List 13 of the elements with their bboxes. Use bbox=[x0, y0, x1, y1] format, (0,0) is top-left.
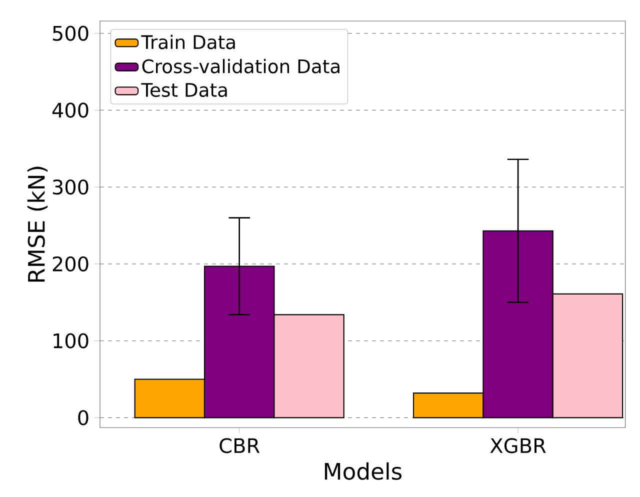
y-tick-label: 0 bbox=[78, 410, 88, 426]
legend-label: Train Data bbox=[141, 34, 235, 50]
y-tick-label: 400 bbox=[52, 102, 88, 118]
x-axis-title: Models bbox=[324, 462, 402, 480]
y-axis-title: RMSE (kN) bbox=[27, 166, 48, 282]
y-tick-label: 100 bbox=[54, 333, 88, 348]
x-tick-label: CBR bbox=[220, 438, 260, 454]
legend-label: Test Data bbox=[141, 83, 227, 97]
legend-label: Cross-validation Data bbox=[142, 58, 340, 74]
y-tick-label: 300 bbox=[52, 179, 88, 195]
x-tick-label: XGBR bbox=[490, 438, 546, 454]
y-tick-label: 500 bbox=[52, 26, 88, 41]
y-tick-label: 200 bbox=[52, 256, 88, 272]
